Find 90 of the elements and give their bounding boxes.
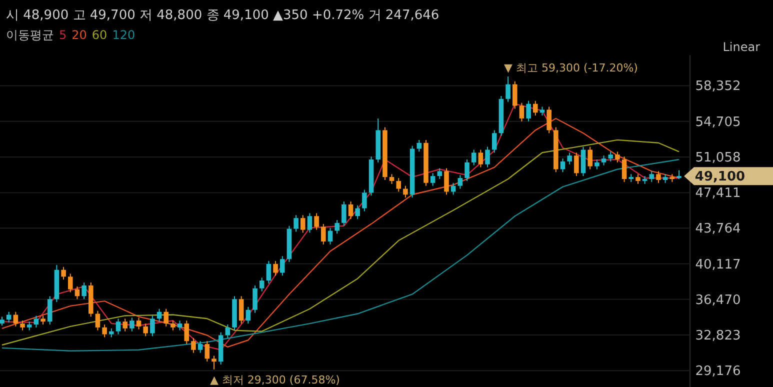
candlestick (526, 100, 531, 122)
candlestick (6, 311, 12, 324)
candlestick (150, 315, 155, 337)
candlestick (13, 311, 18, 327)
candlestick (34, 315, 39, 328)
candlestick (314, 212, 319, 230)
candlestick (266, 260, 272, 284)
annotation: ▲ 최저 29,300 (67.58%) (210, 373, 340, 386)
candlestick (273, 260, 278, 276)
candlestick (307, 212, 312, 234)
candlestick (458, 174, 463, 190)
candlestick (348, 200, 354, 220)
candlestick (184, 320, 190, 345)
candlestick (512, 80, 518, 110)
candlestick (259, 277, 264, 292)
candlestick (560, 158, 566, 173)
candlestick (82, 282, 86, 300)
candlestick (122, 318, 128, 332)
candlestick (588, 146, 592, 170)
candlestick (116, 318, 121, 335)
candlestick (136, 317, 142, 330)
candlestick (656, 170, 661, 184)
candlestick (212, 355, 216, 370)
candlestick (492, 130, 497, 154)
candlestick (130, 317, 134, 332)
candlestick (396, 178, 402, 192)
candlestick (164, 308, 169, 327)
candlestick (334, 220, 340, 234)
candlestick (355, 204, 360, 220)
candlestick (238, 296, 244, 324)
candlestick (102, 324, 107, 338)
candlestick (342, 200, 346, 226)
candlestick (294, 214, 298, 232)
price-tag: 49,100 (684, 167, 773, 186)
candlestick (225, 324, 230, 339)
candlestick (574, 152, 579, 177)
chart-subtitle: 시 48,900 고 49,700 저 48,800 종 49,100 ▲350 +0.72% 거 247,646 (6, 8, 440, 23)
candlestick (191, 338, 196, 354)
candlestick (464, 158, 470, 182)
candlestick (437, 168, 442, 180)
candlestick (47, 296, 52, 326)
candlestick (177, 320, 182, 331)
candlestick (601, 155, 606, 166)
candlestick (204, 340, 210, 362)
candlestick (300, 214, 306, 234)
y-tick-label: 36,470 (695, 292, 741, 308)
y-tick-label: 58,352 (695, 79, 741, 94)
candlestick (321, 223, 326, 245)
candlestick (198, 340, 203, 354)
candlestick (95, 310, 100, 331)
candlestick (506, 76, 510, 102)
candlestick (362, 189, 367, 212)
candlestick (143, 323, 148, 337)
y-tick-label: 54,705 (695, 114, 741, 130)
candlestick (471, 149, 476, 166)
candlestick (615, 151, 620, 163)
candlestick (280, 256, 285, 276)
candlestick (622, 156, 627, 182)
candlestick (68, 273, 73, 293)
candlestick (444, 168, 449, 196)
candlestick (389, 174, 394, 184)
candlestick (246, 306, 251, 324)
candlestick (403, 185, 408, 198)
candlestick (485, 146, 490, 168)
y-tick-label: 43,764 (695, 222, 741, 237)
candlestick (546, 106, 552, 134)
candlestick (478, 149, 484, 168)
candlestick (594, 158, 600, 170)
candlestick (649, 170, 654, 182)
candlestick (328, 227, 333, 245)
candlestick (608, 151, 614, 162)
candlestick (252, 284, 258, 314)
text: Linear (722, 40, 760, 54)
y-tick-label: 40,117 (695, 257, 741, 272)
candlestick (61, 266, 66, 280)
y-tick-label: 32,823 (695, 328, 741, 344)
legend: 이동평균 5 20 60 120 (6, 28, 136, 42)
candlestick (580, 146, 586, 177)
candlestick (170, 320, 176, 331)
candlestick (567, 152, 572, 165)
y-tick-label: 51,058 (695, 150, 741, 166)
candlestick (519, 102, 524, 122)
candlestick (20, 320, 25, 331)
y-tick-label: 47,411 (695, 186, 741, 202)
candlestick (430, 172, 436, 186)
annotation: ▼ 최고 59,300 (-17.20%) (504, 61, 638, 74)
candlestick (416, 139, 422, 152)
candlestick (533, 100, 538, 116)
y-tick-label: 29,176 (695, 364, 741, 380)
candlestick (636, 174, 640, 184)
